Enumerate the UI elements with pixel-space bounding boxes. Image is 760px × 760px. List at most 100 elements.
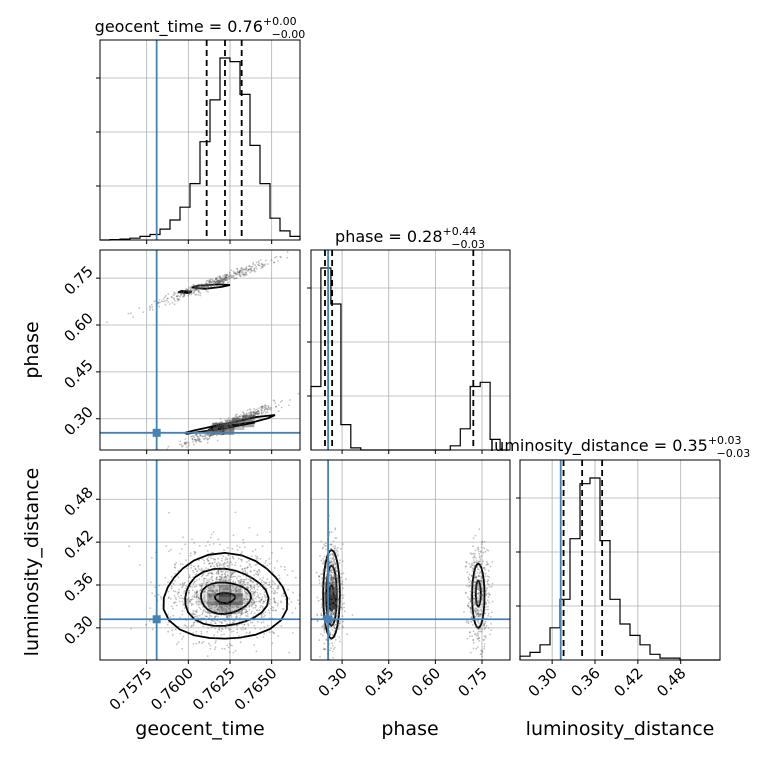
sample-point: [467, 578, 470, 581]
sample-point: [239, 419, 242, 421]
ytick-label-phase-1: 0.45: [60, 356, 96, 392]
sample-point: [209, 588, 212, 591]
sample-point: [192, 284, 195, 287]
sample-point: [478, 589, 481, 592]
sample-point: [193, 284, 196, 287]
sample-point: [199, 608, 202, 610]
sample-point: [263, 404, 266, 407]
sample-point: [216, 608, 219, 611]
sample-point: [323, 543, 325, 546]
sample-point: [232, 534, 235, 537]
sample-point: [200, 569, 202, 571]
sample-point: [205, 605, 207, 608]
sample-point: [226, 595, 229, 597]
sample-point: [202, 605, 205, 607]
sample-point: [205, 583, 208, 586]
sample-point: [330, 548, 333, 551]
sample-point: [214, 624, 217, 627]
sample-point: [207, 583, 210, 586]
histogram-step-geocent_time: [100, 57, 301, 241]
sample-point: [324, 564, 327, 566]
sample-point: [331, 612, 333, 614]
sample-point: [277, 586, 280, 589]
sample-point: [252, 607, 255, 609]
sample-point: [192, 288, 195, 291]
sample-point: [476, 619, 479, 622]
sample-point: [471, 611, 474, 613]
sample-point: [223, 423, 226, 426]
sample-point: [478, 637, 481, 639]
sample-point: [235, 418, 238, 420]
sample-point: [177, 295, 180, 297]
sample-point: [323, 626, 326, 629]
sample-point: [320, 598, 323, 601]
sample-point: [260, 616, 263, 618]
sample-point: [232, 621, 235, 624]
sample-point: [237, 420, 240, 423]
sample-point: [469, 597, 472, 600]
sample-point: [220, 429, 222, 432]
sample-point: [273, 600, 276, 602]
sample-point: [205, 601, 208, 603]
sample-point: [205, 621, 208, 624]
sample-point: [237, 416, 240, 419]
sample-point: [321, 598, 323, 601]
sample-point: [224, 422, 227, 424]
sample-point: [262, 607, 264, 609]
sample-point: [190, 598, 193, 601]
sample-point: [198, 439, 201, 442]
sample-point: [247, 590, 250, 593]
sample-point: [479, 566, 481, 568]
sample-point: [236, 271, 239, 274]
sample-point: [238, 593, 241, 595]
sample-point: [272, 581, 275, 583]
sample-point: [471, 604, 474, 606]
sample-point: [235, 420, 237, 423]
sample-point: [481, 598, 484, 601]
sample-point: [240, 572, 243, 574]
sample-point: [236, 418, 239, 421]
sample-point: [330, 613, 332, 615]
sample-point: [192, 578, 195, 580]
truth-marker-10: [152, 428, 161, 437]
sample-point: [176, 295, 178, 298]
sample-point: [225, 588, 227, 590]
sample-point: [196, 570, 199, 572]
sample-point: [196, 609, 198, 612]
sample-point: [207, 285, 210, 288]
sample-point: [200, 434, 202, 437]
sample-point: [206, 283, 209, 285]
sample-point: [255, 268, 258, 270]
sample-point: [470, 606, 472, 609]
sample-point: [289, 399, 291, 401]
sample-point: [248, 605, 251, 607]
sample-point: [329, 605, 331, 608]
sample-point: [219, 424, 222, 427]
sample-point: [331, 596, 333, 598]
sample-point: [215, 604, 218, 607]
sample-point: [215, 278, 217, 281]
sample-point: [247, 270, 249, 272]
sample-point: [480, 576, 483, 579]
sample-point: [334, 602, 337, 604]
sample-point: [253, 574, 256, 577]
sample-point: [222, 424, 224, 426]
density-cell-phase-ld-0: [327, 595, 338, 610]
sample-point: [334, 587, 337, 590]
sample-point: [200, 593, 202, 596]
sample-point: [205, 430, 208, 433]
sample-point: [334, 627, 337, 630]
sample-point: [227, 426, 230, 429]
sample-point: [274, 582, 276, 585]
sample-point: [222, 425, 225, 427]
sample-point: [467, 602, 470, 605]
sample-point: [482, 605, 484, 608]
sample-point: [244, 567, 246, 570]
sample-point: [329, 593, 332, 596]
sample-point: [321, 609, 324, 612]
sample-point: [331, 560, 333, 563]
sample-point: [252, 603, 254, 605]
sample-point: [235, 589, 238, 592]
sample-point: [230, 613, 233, 616]
sample-point: [238, 271, 241, 274]
